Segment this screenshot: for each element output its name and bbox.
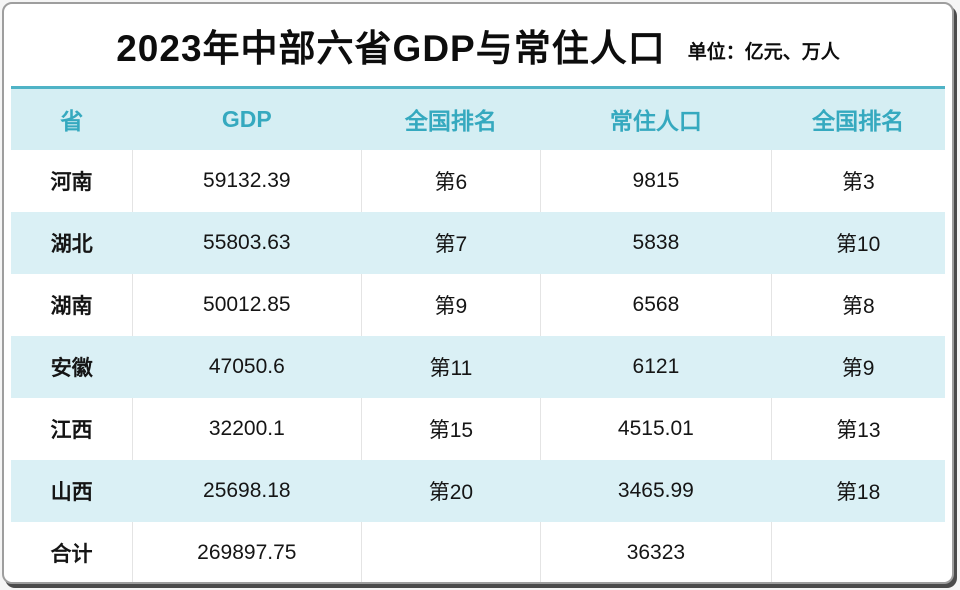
table-row: 山西 25698.18 第20 3465.99 第18: [11, 459, 945, 522]
table-row: 河南 59132.39 第6 9815 第3: [11, 149, 945, 212]
province-cell: 湖南: [11, 273, 133, 336]
table-row: 安徽 47050.6 第11 6121 第9: [11, 335, 945, 398]
province-cell: 山西: [50, 480, 93, 504]
value-cell: 6121: [632, 354, 680, 378]
value-cell: [361, 521, 542, 582]
value-cell: 第13: [836, 418, 881, 442]
table-row: 湖南 50012.85 第9 6568 第8: [11, 273, 945, 336]
value-cell: 25698.18: [203, 478, 291, 502]
value-cell: 第3: [842, 170, 875, 194]
value-cell: 9815: [540, 149, 772, 212]
value-cell: 第10: [835, 232, 881, 256]
province-cell: 安徽: [50, 356, 93, 380]
value-cell: 5838: [632, 230, 680, 254]
table-header-row: 省 GDP 全国排名 常住人口 全国排名: [11, 87, 945, 150]
column-header: 省: [60, 108, 84, 135]
value-cell: 第6: [361, 149, 542, 212]
table-row: 江西 32200.1 第15 4515.01 第13: [11, 397, 945, 460]
province-cell: 江西: [11, 397, 133, 460]
value-cell: 第15: [361, 397, 542, 460]
value-cell: 第9: [361, 273, 542, 336]
value-cell: 第18: [835, 480, 881, 504]
value-cell: 3465.99: [617, 478, 694, 502]
value-cell: 第11: [429, 356, 473, 380]
data-table-wrap: 省 GDP 全国排名 常住人口 全国排名 河南 59132.39 第6 9815 第3 湖北 558…: [11, 86, 945, 583]
value-cell: [771, 522, 945, 583]
value-cell: 47050.6: [208, 354, 285, 378]
table-row: 湖北 55803.63 第7 5838 第10: [11, 211, 945, 274]
value-cell: 32200.1: [132, 397, 362, 460]
province-cell: 河南: [11, 149, 133, 212]
column-header: 全国排名: [404, 108, 497, 135]
value-cell: 第20: [428, 480, 474, 504]
value-cell: 第7: [434, 232, 468, 256]
province-cell: 合计: [11, 521, 133, 582]
column-header: GDP: [221, 105, 272, 132]
column-header: 全国排名: [812, 108, 905, 135]
gdp-population-table: 省 GDP 全国排名 常住人口 全国排名 河南 59132.39 第6 9815 第3 湖北 558…: [11, 86, 945, 583]
table-card: 2023年中部六省GDP与常住人口 单位：亿元、万人 省 GDP 全国排名 常住人口 全…: [2, 2, 954, 584]
value-cell: 36323: [540, 521, 772, 582]
value-cell: 第9: [841, 356, 875, 380]
value-cell: 269897.75: [132, 521, 362, 582]
province-cell: 湖北: [50, 232, 93, 256]
column-header: 常住人口: [609, 108, 702, 135]
title-bar: 2023年中部六省GDP与常住人口 单位：亿元、万人: [4, 4, 952, 86]
page-title: 2023年中部六省GDP与常住人口: [116, 28, 666, 69]
value-cell: 第8: [842, 294, 875, 318]
value-cell: 55803.63: [203, 230, 291, 254]
value-cell: 6568: [540, 273, 772, 336]
value-cell: 50012.85: [132, 273, 362, 336]
value-cell: 59132.39: [132, 149, 362, 212]
table-row: 合计 269897.75 36323: [11, 521, 945, 583]
unit-label: 单位：亿元、万人: [687, 41, 840, 63]
table-body: 河南 59132.39 第6 9815 第3 湖北 55803.63 第7 5838 第10 湖南 5…: [11, 149, 945, 583]
value-cell: 4515.01: [540, 397, 772, 460]
